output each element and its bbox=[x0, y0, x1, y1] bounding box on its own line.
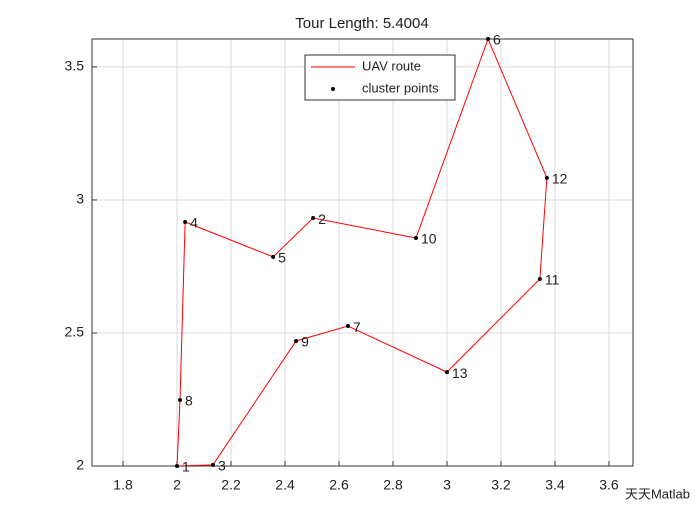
cluster-point bbox=[413, 236, 418, 241]
cluster-point bbox=[544, 175, 549, 180]
legend-label: UAV route bbox=[362, 58, 421, 73]
x-tick-label: 3.2 bbox=[491, 477, 511, 493]
legend-label: cluster points bbox=[362, 80, 439, 95]
x-tick-label: 2.6 bbox=[329, 477, 349, 493]
cluster-point bbox=[271, 254, 276, 259]
x-tick-label: 2.2 bbox=[221, 477, 241, 493]
point-label: 13 bbox=[452, 365, 468, 381]
y-tick-label: 2.5 bbox=[65, 324, 85, 340]
x-tick-label: 2 bbox=[173, 477, 181, 493]
cluster-point bbox=[210, 462, 215, 467]
legend-swatch bbox=[331, 87, 335, 91]
x-tick-label: 2.4 bbox=[275, 477, 295, 493]
point-label: 9 bbox=[301, 334, 309, 350]
y-tick-label: 3 bbox=[76, 191, 84, 207]
cluster-point bbox=[444, 370, 449, 375]
point-label: 8 bbox=[185, 393, 193, 409]
watermark: 天天Matlab bbox=[625, 486, 690, 501]
point-label: 3 bbox=[218, 458, 226, 474]
cluster-point bbox=[537, 276, 542, 281]
cluster-point bbox=[175, 464, 180, 468]
plot-frame bbox=[91, 38, 634, 467]
point-label: 12 bbox=[552, 171, 568, 187]
route-line bbox=[176, 37, 548, 467]
x-tick-label: 1.8 bbox=[113, 477, 133, 493]
x-tick-label: 2.8 bbox=[383, 477, 403, 493]
x-tick-label: 3.6 bbox=[599, 477, 619, 493]
point-label: 7 bbox=[353, 319, 361, 335]
cluster-point bbox=[183, 220, 188, 225]
chart-title: Tour Length: 5.4004 bbox=[295, 15, 428, 32]
cluster-point bbox=[311, 216, 316, 221]
point-label: 1 bbox=[182, 459, 190, 475]
point-label: 5 bbox=[278, 250, 286, 266]
legend-box bbox=[304, 54, 456, 101]
point-label: 2 bbox=[318, 211, 326, 227]
point-label: 6 bbox=[493, 32, 501, 48]
x-tick-label: 3 bbox=[443, 477, 451, 493]
point-label: 11 bbox=[545, 272, 560, 288]
point-label: 10 bbox=[421, 231, 437, 247]
y-tick-label: 2 bbox=[76, 457, 84, 473]
y-tick-label: 3.5 bbox=[65, 58, 85, 74]
cluster-point bbox=[345, 324, 350, 329]
x-tick-label: 3.4 bbox=[545, 477, 565, 493]
point-label: 4 bbox=[190, 215, 198, 231]
cluster-point bbox=[486, 37, 491, 41]
cluster-point bbox=[294, 338, 299, 343]
cluster-point bbox=[178, 398, 183, 403]
